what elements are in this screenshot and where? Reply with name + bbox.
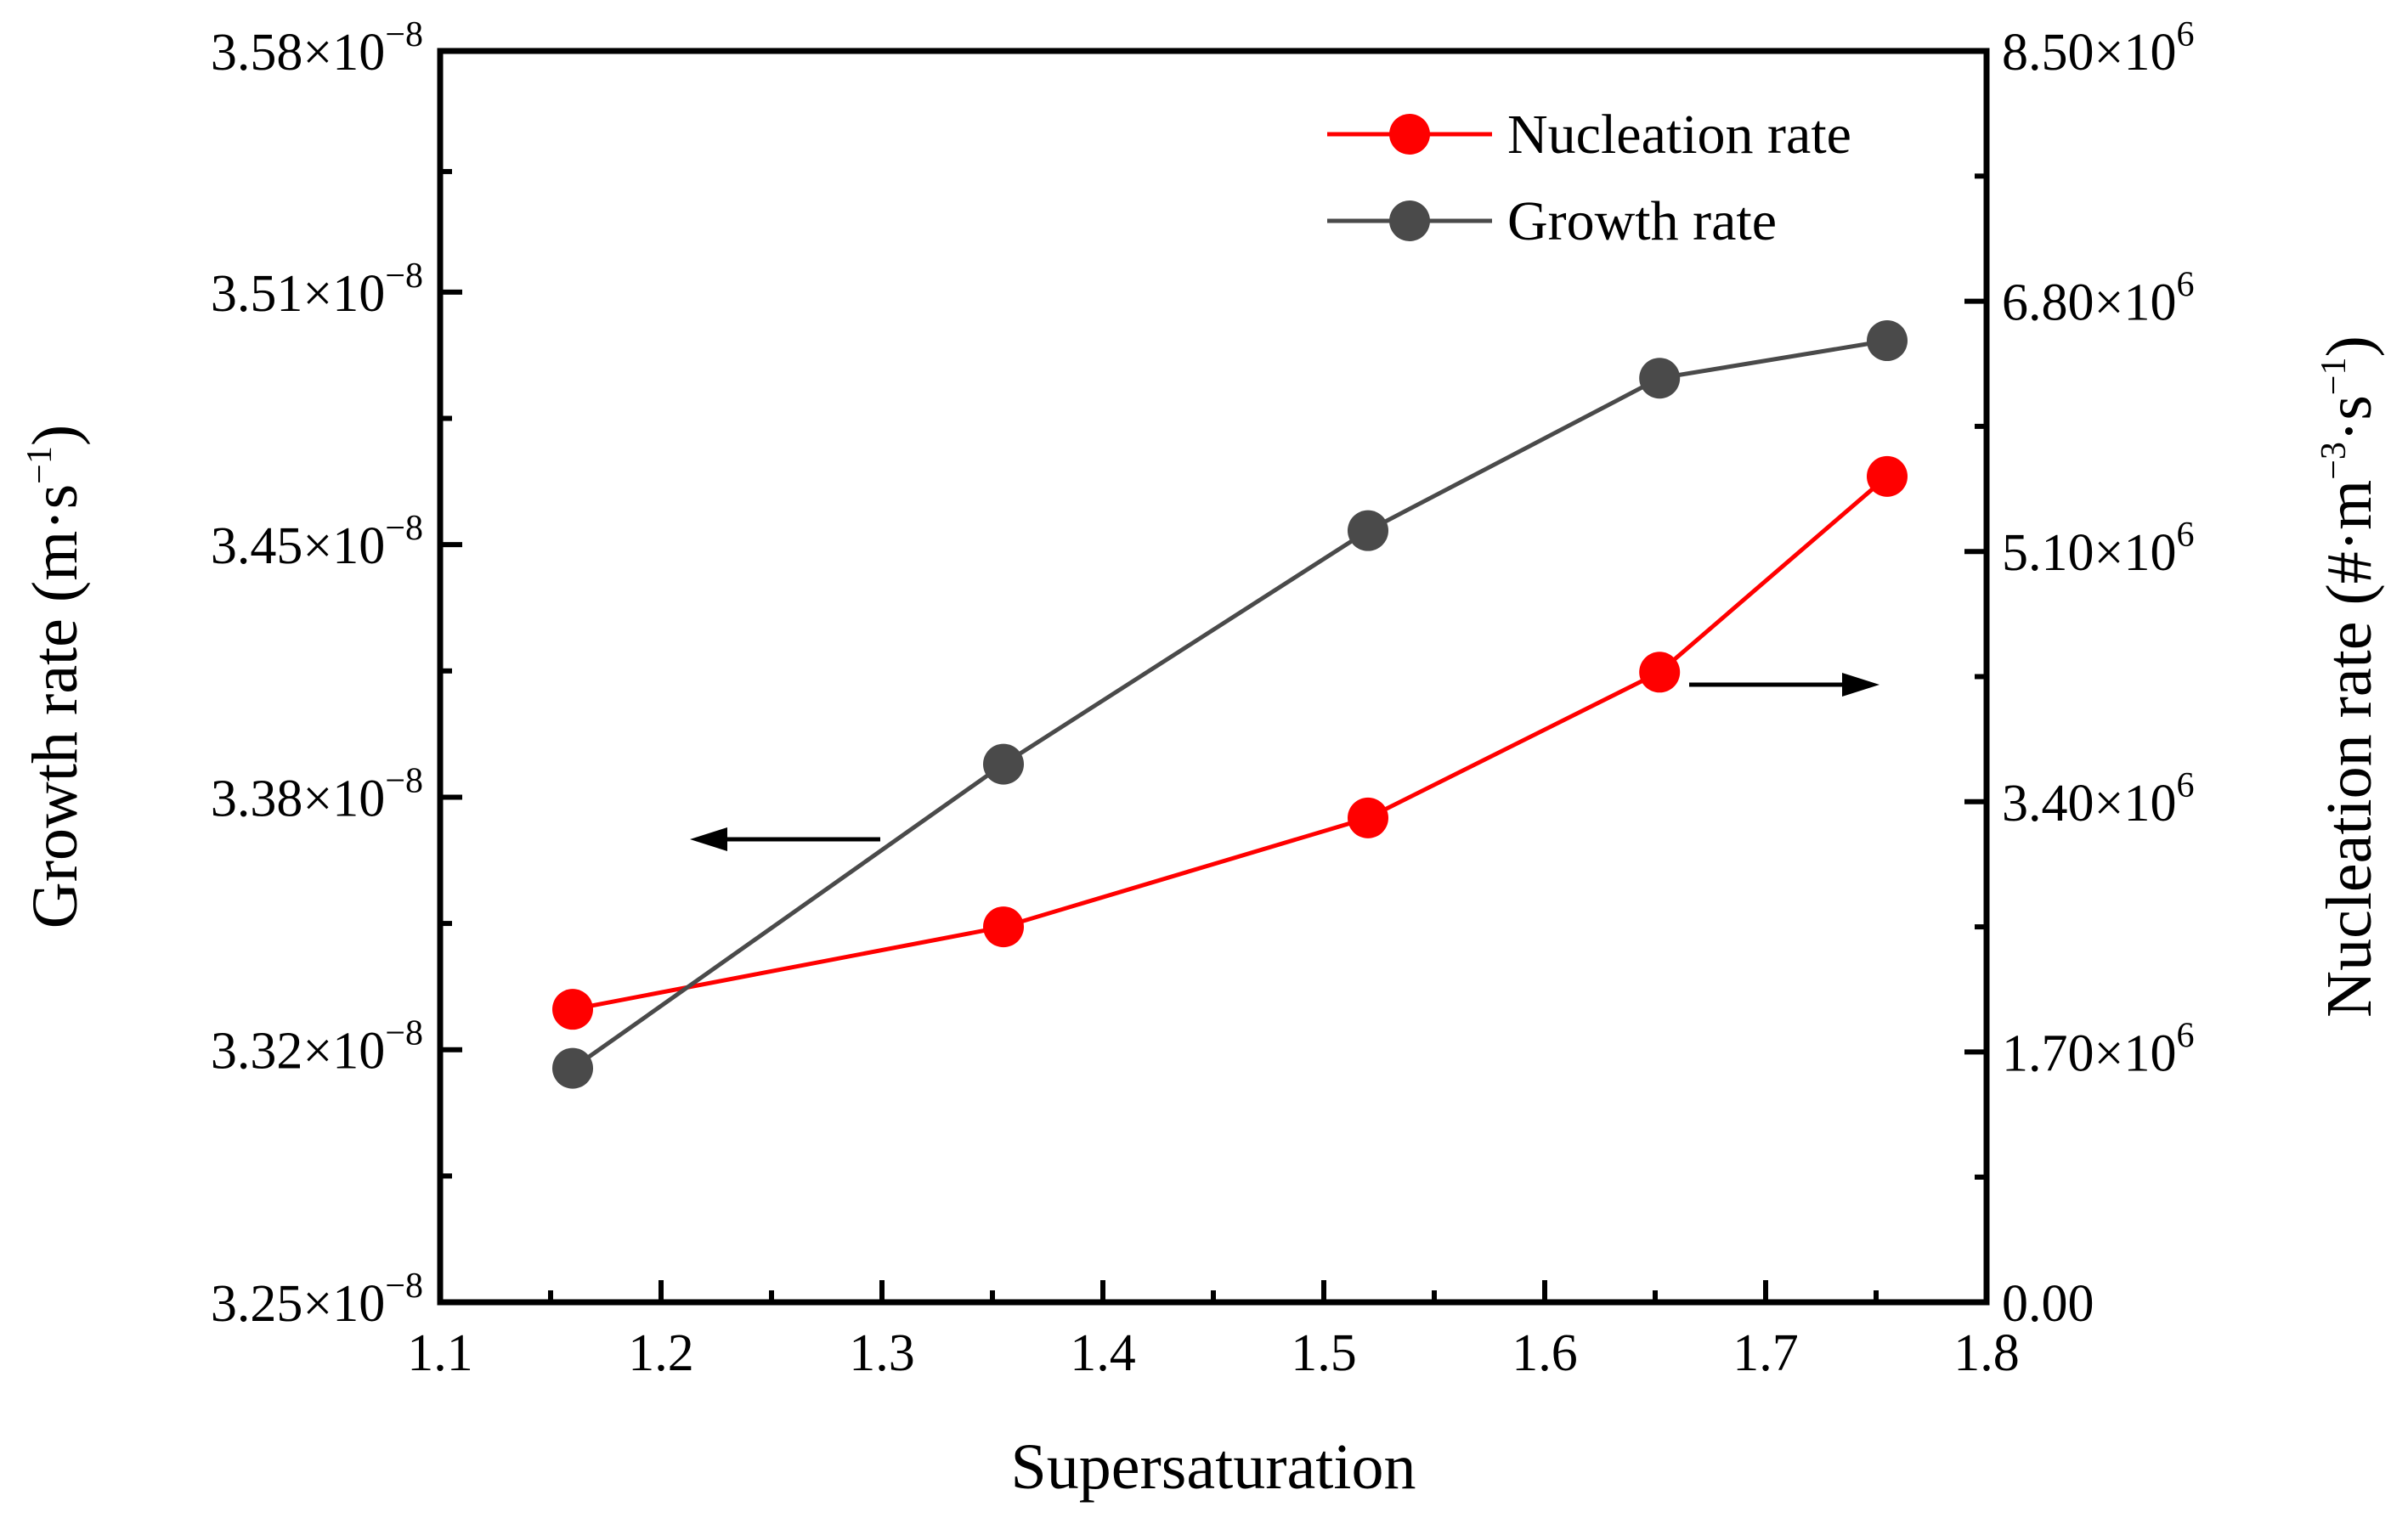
legend-nucleation-rate-marker xyxy=(1389,114,1430,155)
y-left-tick-mantissa: 3.51×10 xyxy=(211,265,385,323)
y-left-tick-mantissa: 3.45×10 xyxy=(211,517,385,575)
legend: Nucleation rate Growth rate xyxy=(1327,104,1851,252)
y-right-tick-mantissa: 5.10×10 xyxy=(2002,524,2176,582)
y-right-tick-mantissa: 8.50×10 xyxy=(2002,24,2176,82)
y-right-title-sup2: −1 xyxy=(2315,357,2354,395)
y-left-title-close: ) xyxy=(20,425,91,446)
y-left-tick-label: 3.38×10−8 xyxy=(211,761,423,827)
y-left-tick-label: 3.58×10−8 xyxy=(211,15,423,82)
x-tick-label: 1.7 xyxy=(1733,1324,1799,1382)
nucleation-rate-point xyxy=(552,989,593,1030)
nucleation-rate-point xyxy=(1348,797,1388,838)
x-tick-label: 1.8 xyxy=(1953,1324,2020,1382)
y-right-title-sup1: −3 xyxy=(2315,442,2354,480)
x-axis-title: Supersaturation xyxy=(1010,1431,1416,1503)
legend-nucleation-rate-label: Nucleation rate xyxy=(1507,104,1851,166)
y-left-tick-mantissa: 3.38×10 xyxy=(211,770,385,827)
x-tick-label: 1.6 xyxy=(1512,1324,1578,1382)
y-right-tick-label: 5.10×106 xyxy=(2002,516,2194,582)
y-right-tick-exponent: 6 xyxy=(2176,266,2194,305)
y-right-tick-mantissa: 0.00 xyxy=(2002,1275,2094,1333)
y-left-title-main: Growth rate (m·s xyxy=(20,484,91,928)
annotation-layer xyxy=(690,673,1879,851)
y-left-axis-title: Growth rate (m·s−1) xyxy=(20,425,91,928)
y-left-tick-exponent: −8 xyxy=(385,509,423,548)
y-right-tick-label: 3.40×106 xyxy=(2002,766,2194,832)
y-left-title-sup: −1 xyxy=(20,446,59,484)
growth-rate-point xyxy=(1348,510,1388,551)
x-tick-label: 1.4 xyxy=(1070,1324,1136,1382)
nucleation-rate-point xyxy=(1639,652,1681,693)
y-right-tick-label: 8.50×106 xyxy=(2002,15,2194,82)
y-right-tick-label: 6.80×106 xyxy=(2002,266,2194,332)
y-right-title-main: Nucleation rate (#·m xyxy=(2314,480,2385,1018)
y-left-tick-exponent: −8 xyxy=(385,1014,423,1053)
y-right-tick-exponent: 6 xyxy=(2176,1016,2194,1055)
y-right-tick-mantissa: 3.40×10 xyxy=(2002,775,2176,832)
y-right-title-close: ) xyxy=(2314,336,2385,357)
nucleation-rate-point xyxy=(1867,455,1908,497)
y-right-tick-mantissa: 6.80×10 xyxy=(2002,274,2176,332)
y-right-tick-exponent: 6 xyxy=(2176,516,2194,555)
nucleation-rate-point xyxy=(983,906,1024,948)
y-left-tick-exponent: −8 xyxy=(385,761,423,800)
y-right-title-mid: ·s xyxy=(2314,395,2385,442)
y-right-tick-mantissa: 1.70×10 xyxy=(2002,1024,2176,1082)
x-tick-label: 1.5 xyxy=(1291,1324,1357,1382)
y-left-tick-label: 3.32×10−8 xyxy=(211,1014,423,1081)
y-right-tick-exponent: 6 xyxy=(2176,15,2194,54)
y-left-tick-label: 3.45×10−8 xyxy=(211,509,423,575)
growth-rate-point xyxy=(552,1047,593,1089)
y-left-tick-mantissa: 3.58×10 xyxy=(211,24,385,82)
x-tick-label: 1.1 xyxy=(407,1324,473,1382)
growth-rate-point xyxy=(1867,320,1908,362)
y-left-tick-exponent: −8 xyxy=(385,257,423,296)
right-axis-arrow-head xyxy=(1842,673,1879,697)
series-layer xyxy=(552,320,1908,1089)
y-right-axis-title: Nucleation rate (#·m−3·s−1) xyxy=(2314,336,2385,1018)
y-left-tick-exponent: −8 xyxy=(385,15,423,54)
y-left-tick-mantissa: 3.32×10 xyxy=(211,1023,385,1081)
legend-growth-rate-label: Growth rate xyxy=(1507,190,1777,252)
x-tick-label: 1.2 xyxy=(628,1324,694,1382)
y-right-tick-label: 0.00 xyxy=(2002,1275,2094,1333)
y-right-tick-label: 1.70×106 xyxy=(2002,1016,2194,1082)
y-left-tick-mantissa: 3.25×10 xyxy=(211,1275,385,1333)
y-left-tick-label: 3.51×10−8 xyxy=(211,257,423,323)
x-tick-label: 1.3 xyxy=(849,1324,915,1382)
growth-rate-line xyxy=(571,338,1888,1070)
ticks-layer: 1.1 1.2 1.3 1.4 1.5 1.6 1.7 1.83.25×10−83.32×10… xyxy=(211,15,2195,1382)
y-left-tick-exponent: −8 xyxy=(385,1267,423,1306)
growth-rate-point xyxy=(1639,358,1681,399)
legend-growth-rate-marker xyxy=(1389,200,1430,241)
growth-rate-point xyxy=(983,743,1024,785)
y-right-tick-exponent: 6 xyxy=(2176,766,2194,805)
left-axis-arrow-head xyxy=(690,827,727,851)
y-left-tick-label: 3.25×10−8 xyxy=(211,1267,423,1333)
